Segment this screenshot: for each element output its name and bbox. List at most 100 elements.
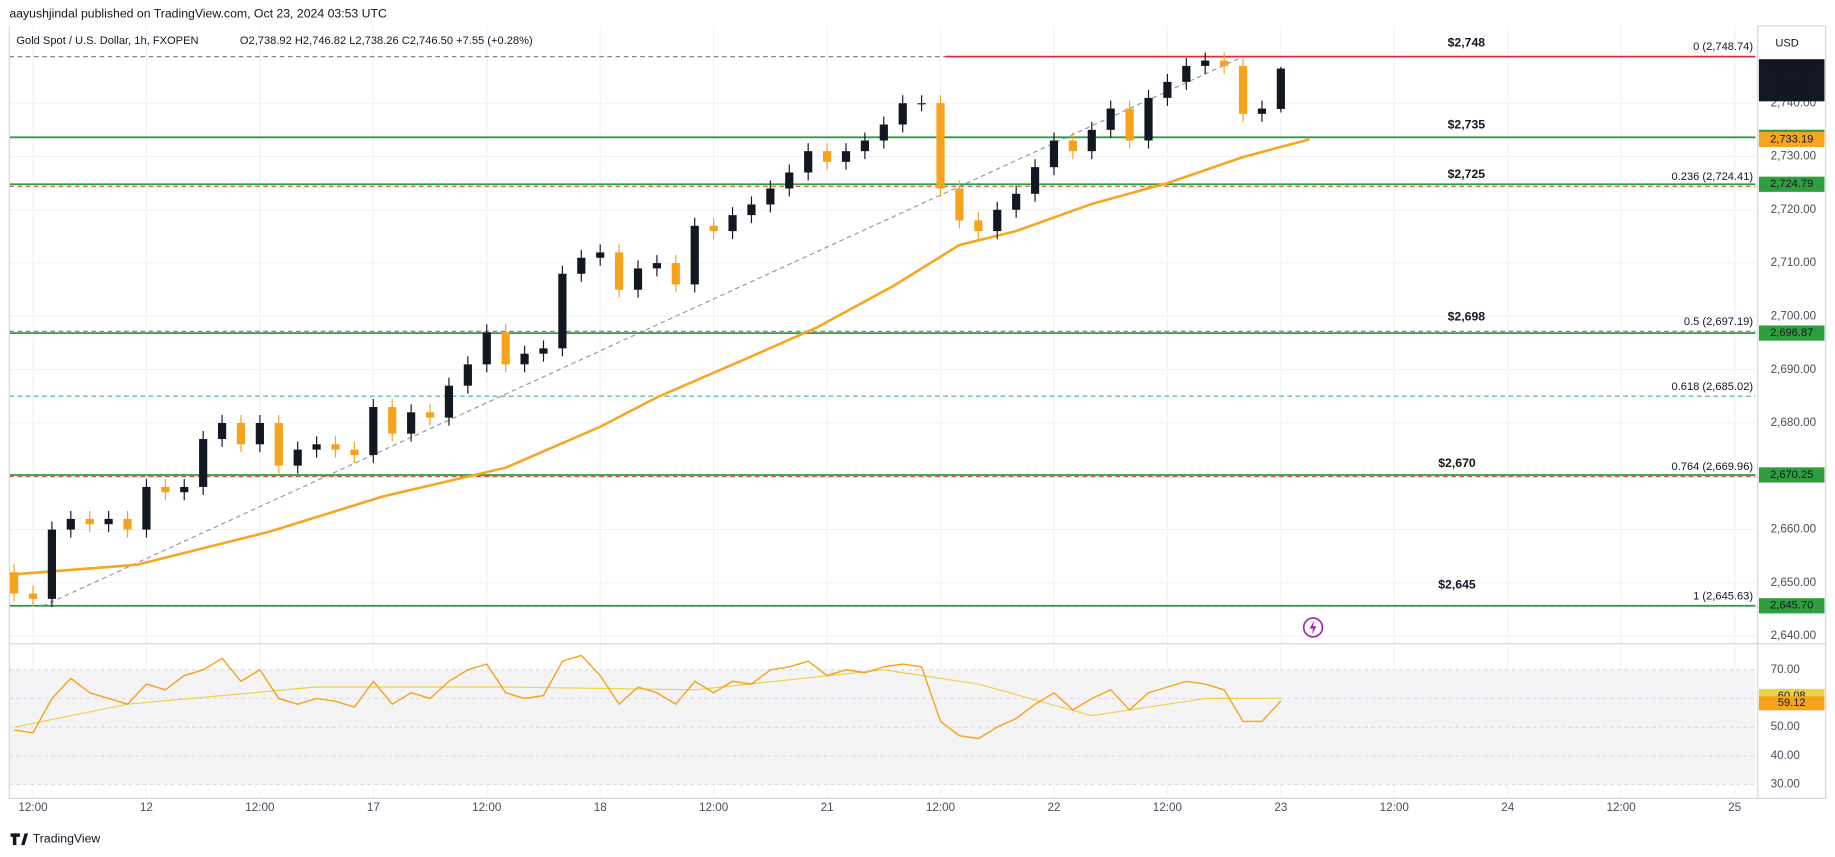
- candle-body: [955, 188, 964, 221]
- alert-circle[interactable]: [1302, 617, 1324, 638]
- x-tick-label: 24: [1501, 801, 1515, 814]
- candle-body: [1238, 65, 1248, 114]
- x-tick-label: 12:00: [1380, 801, 1410, 814]
- y-tick-label: 2,700.00: [1771, 309, 1817, 322]
- candle-body: [936, 103, 945, 189]
- candle-body: [1087, 129, 1096, 152]
- candle-body: [85, 518, 94, 525]
- rsi-box: [1758, 696, 1825, 711]
- y-tick-label: 2,650.00: [1771, 576, 1817, 589]
- candle-body: [236, 422, 246, 445]
- candle-body: [879, 124, 888, 141]
- y-tick-label: 2,680.00: [1771, 416, 1817, 429]
- fib-label: 1 (2,645.63): [1693, 591, 1753, 603]
- fib-label: 0.618 (2,685.02): [1672, 381, 1754, 393]
- candle-body: [425, 412, 435, 418]
- level-box-label: 2,724.79: [1770, 178, 1813, 190]
- level-box-label: 2,696.87: [1770, 327, 1813, 339]
- candle-body: [388, 406, 397, 434]
- candle-body: [671, 263, 680, 285]
- currency: USD: [1775, 37, 1798, 49]
- candle-body: [123, 518, 132, 530]
- rsi-tick-label: 50.00: [1771, 720, 1801, 733]
- price-box-label: 2,746.50: [1770, 62, 1813, 74]
- candle-body: [728, 215, 737, 232]
- level-box-label: 2,670.25: [1770, 469, 1813, 481]
- candle-body: [766, 188, 775, 205]
- axes: [8, 25, 1827, 799]
- alert-icon[interactable]: [1302, 617, 1324, 638]
- candle-body: [1163, 81, 1172, 98]
- rsi-tick-label: 30.00: [1771, 778, 1801, 791]
- candle-body: [1049, 140, 1059, 168]
- candle-body: [407, 412, 416, 434]
- level-box-label: 2,645.70: [1770, 600, 1813, 612]
- candle-body: [350, 449, 359, 455]
- candle-body: [28, 593, 38, 599]
- published-line: aayushjindal published on TradingView.co…: [9, 6, 387, 20]
- candle-body: [898, 103, 907, 125]
- candle-body: [255, 422, 264, 445]
- candle-body: [558, 273, 567, 349]
- candle-body: [577, 257, 586, 274]
- candle-body: [860, 140, 869, 152]
- candle-body: [709, 225, 718, 232]
- candle-body: [217, 422, 227, 439]
- x-tick-label: 12:00: [472, 801, 502, 814]
- candle-body: [1125, 108, 1134, 141]
- level-box: [1758, 598, 1825, 614]
- candle-body: [312, 444, 321, 450]
- level-annotation: $2,735: [1448, 118, 1486, 132]
- candle-body: [747, 204, 756, 216]
- level-box: [1758, 467, 1825, 483]
- candle-body: [331, 444, 340, 450]
- ohlc: O2,738.92 H2,746.82 L2,738.26 C2,746.50 …: [240, 35, 533, 47]
- candle-body: [652, 263, 662, 269]
- level-annotation: $2,670: [1438, 456, 1476, 470]
- candle-body: [9, 572, 19, 594]
- candle-body: [804, 151, 813, 173]
- candle-body: [1220, 60, 1229, 66]
- candle-body: [841, 151, 851, 162]
- logo-icon: [10, 833, 29, 846]
- moving-average: [13, 138, 1310, 576]
- candle-body: [501, 332, 510, 365]
- candle-body: [785, 172, 794, 189]
- rsi-tick-label: 40.00: [1771, 749, 1801, 762]
- fib-label: 0.764 (2,669.96): [1672, 461, 1754, 473]
- candle-body: [1106, 108, 1115, 130]
- fib-label: 0.5 (2,697.19): [1684, 316, 1753, 328]
- candle-body: [1012, 193, 1021, 210]
- candle-body: [369, 406, 378, 455]
- candle-body: [142, 486, 151, 530]
- y-tick-label: 2,710.00: [1771, 256, 1817, 269]
- x-tick-label: 12:00: [18, 801, 48, 814]
- candle-body: [822, 151, 832, 162]
- candle-body: [274, 422, 283, 466]
- candle-body: [1068, 140, 1077, 152]
- x-tick-label: 21: [821, 801, 834, 814]
- marks: [9, 52, 1310, 740]
- y-tick-label: 2,720.00: [1771, 203, 1817, 216]
- price-box: [1758, 59, 1825, 102]
- candle-body: [1257, 108, 1267, 114]
- level-box: [1758, 176, 1825, 192]
- level-annotation: $2,725: [1448, 167, 1486, 181]
- candle-body: [539, 348, 548, 354]
- y-tick-label: 2,640.00: [1771, 629, 1817, 642]
- x-tick-label: 22: [1047, 801, 1060, 814]
- alert-bolt[interactable]: [1309, 620, 1317, 635]
- x-tick-label: 23: [1274, 801, 1287, 814]
- symbol: Gold Spot / U.S. Dollar, 1h, FXOPEN: [16, 35, 198, 47]
- candle-body: [444, 385, 454, 418]
- y-tick-label: 2,660.00: [1771, 523, 1817, 536]
- candle-body: [66, 518, 75, 530]
- candle-body: [993, 209, 1002, 232]
- x-tick-label: 25: [1728, 801, 1742, 814]
- level-annotation: $2,748: [1448, 36, 1486, 50]
- candle-body: [1276, 68, 1285, 109]
- candle-body: [180, 486, 189, 493]
- ma-box-label: 2,733.19: [1770, 133, 1813, 145]
